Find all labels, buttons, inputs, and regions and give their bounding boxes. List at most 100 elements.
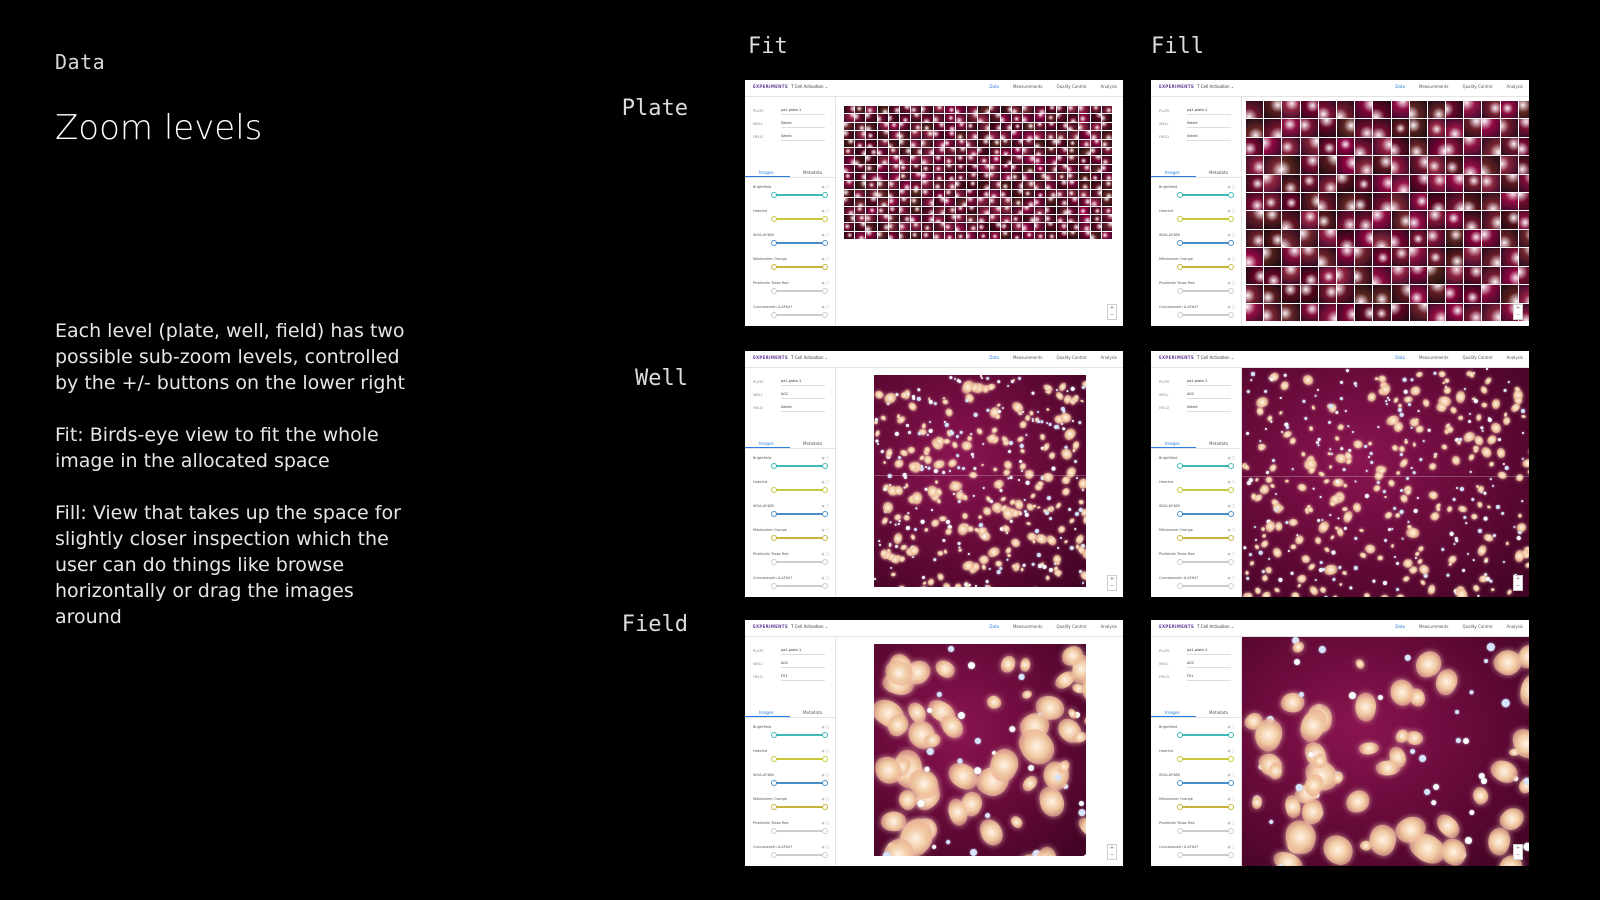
- slider-min-handle[interactable]: [771, 828, 777, 834]
- image-viewport[interactable]: + −: [1242, 637, 1529, 866]
- slider-max-handle[interactable]: [1228, 559, 1234, 565]
- channel-slider[interactable]: Concanavalin A-AF647 ◉ ▢: [753, 576, 829, 589]
- eye-icon[interactable]: ◉ ▢: [821, 209, 829, 213]
- plate-well-grid[interactable]: [1246, 101, 1529, 321]
- slider-max-handle[interactable]: [822, 264, 828, 270]
- select-well[interactable]: Select: [781, 121, 825, 128]
- select-well[interactable]: Select: [1187, 121, 1231, 128]
- select-field[interactable]: F01: [781, 674, 825, 681]
- select-plate[interactable]: pa1-plate-1: [1187, 379, 1231, 386]
- slider-max-handle[interactable]: [1228, 511, 1234, 517]
- channel-slider[interactable]: Mitotracker Orange ◉ ▢: [1159, 797, 1235, 810]
- field-microscopy-image[interactable]: [1242, 637, 1529, 866]
- eye-icon[interactable]: ◉ ▢: [821, 456, 829, 460]
- brand-logo[interactable]: EXPERIMENTS: [753, 355, 789, 360]
- eye-icon[interactable]: ◉ ▢: [821, 749, 829, 753]
- nav-tab-quality-control[interactable]: Quality Control: [1056, 355, 1087, 360]
- channel-slider[interactable]: Concanavalin A-AF647 ◉ ▢: [1159, 845, 1235, 858]
- tab-metadata[interactable]: Metadata: [803, 441, 822, 446]
- channel-slider[interactable]: Phalloidin Texas Red ◉ ▢: [753, 821, 829, 834]
- field-microscopy-image[interactable]: [874, 644, 1086, 856]
- plate-well-grid[interactable]: [844, 106, 1112, 239]
- nav-tab-analysis[interactable]: Analysis: [1100, 355, 1117, 360]
- slider-min-handle[interactable]: [771, 559, 777, 565]
- slider-min-handle[interactable]: [1177, 780, 1183, 786]
- eye-icon[interactable]: ◉ ▢: [821, 504, 829, 508]
- channel-slider[interactable]: Brightfield ◉ ▢: [1159, 456, 1235, 469]
- zoom-buttons[interactable]: + −: [1513, 304, 1523, 320]
- channel-slider[interactable]: Hoechst ◉ ▢: [753, 209, 829, 222]
- nav-tab-data[interactable]: Data: [1395, 84, 1405, 89]
- select-well[interactable]: A02: [781, 661, 825, 668]
- channel-slider[interactable]: Hoechst ◉ ▢: [1159, 480, 1235, 493]
- eye-icon[interactable]: ◉ ▢: [1227, 845, 1235, 849]
- select-plate[interactable]: pa1-plate-1: [781, 108, 825, 115]
- slider-max-handle[interactable]: [1228, 828, 1234, 834]
- slider-max-handle[interactable]: [1228, 756, 1234, 762]
- slider-max-handle[interactable]: [1228, 487, 1234, 493]
- slider-min-handle[interactable]: [1177, 192, 1183, 198]
- channel-slider[interactable]: WGA-AF488 ◉ ▢: [1159, 233, 1235, 246]
- slider-min-handle[interactable]: [771, 756, 777, 762]
- slider-min-handle[interactable]: [1177, 264, 1183, 270]
- channel-slider[interactable]: Hoechst ◉ ▢: [753, 480, 829, 493]
- eye-icon[interactable]: ◉ ▢: [1227, 552, 1235, 556]
- image-viewport[interactable]: + −: [1242, 97, 1529, 326]
- nav-tab-analysis[interactable]: Analysis: [1506, 355, 1523, 360]
- eye-icon[interactable]: ◉ ▢: [1227, 257, 1235, 261]
- eye-icon[interactable]: ◉ ▢: [1227, 821, 1235, 825]
- project-select[interactable]: T Cell Activation ⌄: [791, 355, 829, 360]
- nav-tab-data[interactable]: Data: [1395, 355, 1405, 360]
- slider-max-handle[interactable]: [1228, 583, 1234, 589]
- eye-icon[interactable]: ◉ ▢: [821, 552, 829, 556]
- channel-slider[interactable]: WGA-AF488 ◉ ▢: [753, 773, 829, 786]
- select-field[interactable]: Select: [781, 405, 825, 412]
- slider-min-handle[interactable]: [1177, 756, 1183, 762]
- slider-min-handle[interactable]: [1177, 535, 1183, 541]
- eye-icon[interactable]: ◉ ▢: [821, 725, 829, 729]
- select-field[interactable]: Select: [781, 134, 825, 141]
- channel-slider[interactable]: Hoechst ◉ ▢: [753, 749, 829, 762]
- eye-icon[interactable]: ◉ ▢: [1227, 576, 1235, 580]
- slider-max-handle[interactable]: [822, 732, 828, 738]
- project-select[interactable]: T Cell Activation ⌄: [1197, 84, 1235, 89]
- well-microscopy-image[interactable]: [874, 375, 1086, 587]
- nav-tab-analysis[interactable]: Analysis: [1100, 84, 1117, 89]
- eye-icon[interactable]: ◉ ▢: [1227, 480, 1235, 484]
- tab-images[interactable]: Images: [759, 710, 774, 715]
- slider-max-handle[interactable]: [1228, 264, 1234, 270]
- nav-tab-measurements[interactable]: Measurements: [1418, 84, 1449, 89]
- tab-images[interactable]: Images: [759, 441, 774, 446]
- zoom-buttons[interactable]: + −: [1107, 844, 1117, 860]
- tab-metadata[interactable]: Metadata: [803, 710, 822, 715]
- channel-slider[interactable]: Concanavalin A-AF647 ◉ ▢: [753, 845, 829, 858]
- slider-min-handle[interactable]: [771, 804, 777, 810]
- slider-max-handle[interactable]: [822, 463, 828, 469]
- slider-max-handle[interactable]: [822, 288, 828, 294]
- slider-max-handle[interactable]: [822, 240, 828, 246]
- nav-tab-quality-control[interactable]: Quality Control: [1462, 624, 1493, 629]
- slider-max-handle[interactable]: [822, 192, 828, 198]
- brand-logo[interactable]: EXPERIMENTS: [1159, 624, 1195, 629]
- channel-slider[interactable]: Phalloidin Texas Red ◉ ▢: [753, 281, 829, 294]
- slider-max-handle[interactable]: [822, 780, 828, 786]
- channel-slider[interactable]: Mitotracker Orange ◉ ▢: [1159, 528, 1235, 541]
- slider-max-handle[interactable]: [822, 535, 828, 541]
- eye-icon[interactable]: ◉ ▢: [1227, 504, 1235, 508]
- nav-tab-data[interactable]: Data: [989, 624, 999, 629]
- eye-icon[interactable]: ◉ ▢: [1227, 305, 1235, 309]
- channel-slider[interactable]: Hoechst ◉ ▢: [1159, 749, 1235, 762]
- slider-max-handle[interactable]: [822, 559, 828, 565]
- slider-min-handle[interactable]: [771, 312, 777, 318]
- channel-slider[interactable]: Phalloidin Texas Red ◉ ▢: [753, 552, 829, 565]
- slider-min-handle[interactable]: [1177, 487, 1183, 493]
- tab-metadata[interactable]: Metadata: [1209, 710, 1228, 715]
- slider-min-handle[interactable]: [771, 535, 777, 541]
- slider-max-handle[interactable]: [1228, 535, 1234, 541]
- channel-slider[interactable]: Mitotracker Orange ◉ ▢: [753, 528, 829, 541]
- slider-min-handle[interactable]: [1177, 583, 1183, 589]
- slider-min-handle[interactable]: [1177, 732, 1183, 738]
- eye-icon[interactable]: ◉ ▢: [1227, 456, 1235, 460]
- select-plate[interactable]: pa1-plate-1: [1187, 108, 1231, 115]
- eye-icon[interactable]: ◉ ▢: [1227, 185, 1235, 189]
